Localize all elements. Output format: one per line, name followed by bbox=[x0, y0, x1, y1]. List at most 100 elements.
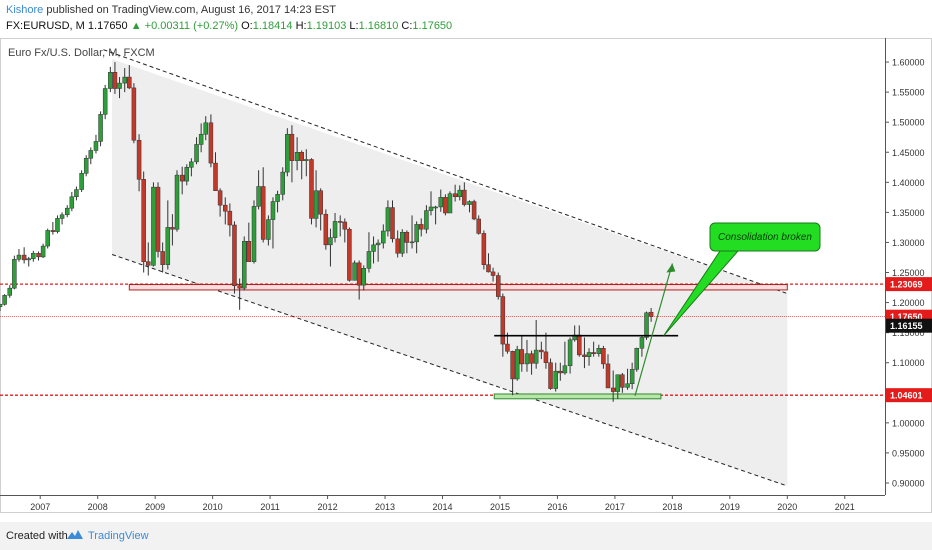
candle-body bbox=[586, 352, 592, 357]
candle-body bbox=[194, 144, 199, 163]
candle-body bbox=[337, 221, 343, 223]
channel-upper-line bbox=[103, 49, 788, 295]
close-value: 1.17650 bbox=[412, 20, 453, 32]
candle-body bbox=[381, 230, 386, 244]
candle-body bbox=[318, 190, 323, 215]
chart-title: Euro Fx/U.S. Dollar, M, FXCM bbox=[8, 47, 155, 59]
candle-body bbox=[184, 167, 190, 182]
candle-body bbox=[7, 287, 13, 296]
projection-arrowhead bbox=[666, 263, 676, 273]
candle-body bbox=[428, 206, 434, 211]
candle-body bbox=[36, 253, 41, 258]
price-tag-text: 1.23069 bbox=[890, 280, 923, 290]
candle-body bbox=[562, 365, 568, 374]
candle-body bbox=[414, 224, 419, 243]
y-tick-label: 1.35000 bbox=[892, 208, 925, 218]
author-link[interactable]: Kishore bbox=[6, 4, 44, 16]
candle-body bbox=[438, 197, 444, 208]
price-change: ▲ +0.00311 (+0.27%) bbox=[130, 20, 239, 32]
price-chart[interactable]: Euro Fx/U.S. Dollar, M, FXCM 1.60000 1.55… bbox=[0, 38, 932, 513]
close-label: C: bbox=[401, 20, 413, 32]
candle-body bbox=[639, 337, 645, 349]
candle-body bbox=[514, 349, 520, 380]
candle-body bbox=[232, 224, 237, 286]
x-tick-label: 2013 bbox=[375, 502, 395, 512]
candle-body bbox=[170, 227, 175, 230]
candle-body bbox=[404, 231, 410, 243]
open-value: 1.18414 bbox=[252, 20, 293, 32]
candle-body bbox=[352, 262, 357, 281]
candle-body bbox=[98, 114, 103, 142]
candle-body bbox=[471, 201, 477, 220]
y-tick-label: 1.40000 bbox=[892, 178, 925, 188]
candle-body bbox=[625, 383, 630, 388]
candle-body bbox=[395, 238, 400, 254]
x-tick-label: 2008 bbox=[88, 502, 108, 512]
callout-box bbox=[709, 222, 821, 252]
candle-body bbox=[524, 353, 530, 365]
candle-body bbox=[424, 210, 429, 230]
candle-body bbox=[289, 133, 295, 161]
x-tick-label: 2017 bbox=[605, 502, 625, 512]
candle-body bbox=[174, 174, 180, 230]
candle-body bbox=[462, 189, 467, 205]
candle-body bbox=[304, 159, 309, 161]
candle-body bbox=[591, 352, 596, 354]
candle-body bbox=[309, 159, 314, 219]
price-tag-bg bbox=[886, 318, 932, 333]
candle-body bbox=[375, 242, 381, 246]
candle-body bbox=[447, 193, 453, 214]
candle-body bbox=[223, 204, 228, 212]
y-tick-label: 1.50000 bbox=[892, 118, 925, 128]
price-tag-text: 1.16155 bbox=[890, 321, 923, 331]
candle-body bbox=[356, 262, 362, 286]
created-with-label: Created with bbox=[6, 530, 68, 542]
y-tick-label: 1.10000 bbox=[892, 358, 925, 368]
candle-body bbox=[285, 133, 290, 173]
candle-body bbox=[342, 221, 348, 230]
y-tick-label: 1.60000 bbox=[892, 58, 925, 68]
candle-body bbox=[280, 171, 285, 195]
candle-body bbox=[59, 214, 65, 219]
candle-body bbox=[256, 186, 261, 207]
time-axis-ticks: 2007 2008 2009 2010 2011 2012 2013 2014 2015 2016… bbox=[30, 495, 855, 512]
candle-body bbox=[131, 87, 137, 141]
candle-body bbox=[385, 207, 391, 232]
horizontal-levels bbox=[0, 283, 885, 400]
x-tick-label: 2012 bbox=[318, 502, 338, 512]
candle-body bbox=[366, 251, 372, 269]
resistance-zone bbox=[128, 284, 788, 291]
candle-body bbox=[486, 264, 491, 273]
last-price: 1.17650 bbox=[87, 20, 128, 32]
x-tick-label: 2009 bbox=[145, 502, 165, 512]
candle-body bbox=[328, 237, 333, 246]
candle-body bbox=[400, 231, 405, 254]
candle-body bbox=[510, 351, 515, 380]
candle-body bbox=[567, 339, 573, 366]
candle-body bbox=[64, 207, 70, 216]
candle-body bbox=[648, 311, 654, 317]
candle-body bbox=[198, 133, 204, 145]
candle-body bbox=[629, 369, 635, 385]
candle-body bbox=[500, 296, 506, 345]
candle-body bbox=[332, 221, 338, 238]
candle-body bbox=[390, 207, 395, 240]
annotations: Consolidation broken bbox=[494, 222, 821, 396]
candle-body bbox=[165, 227, 171, 265]
candle-body bbox=[141, 179, 146, 262]
candle-body bbox=[12, 259, 17, 289]
price-tag-bg bbox=[886, 388, 932, 403]
x-tick-label: 2019 bbox=[720, 502, 740, 512]
candle-body bbox=[266, 219, 271, 240]
tradingview-brand[interactable]: TradingView bbox=[88, 530, 149, 542]
candle-body bbox=[88, 150, 94, 159]
candle-body bbox=[151, 186, 156, 266]
candle-body bbox=[50, 230, 56, 232]
candle-body bbox=[246, 240, 252, 262]
candle-body bbox=[519, 349, 525, 365]
symbol-line: FX:EURUSD, M 1.17650 ▲ +0.00311 (+0.27%)… bbox=[6, 20, 452, 32]
candle-body bbox=[2, 295, 7, 305]
y-tick-label: 1.00000 bbox=[892, 418, 925, 428]
candle-body bbox=[0, 304, 3, 308]
